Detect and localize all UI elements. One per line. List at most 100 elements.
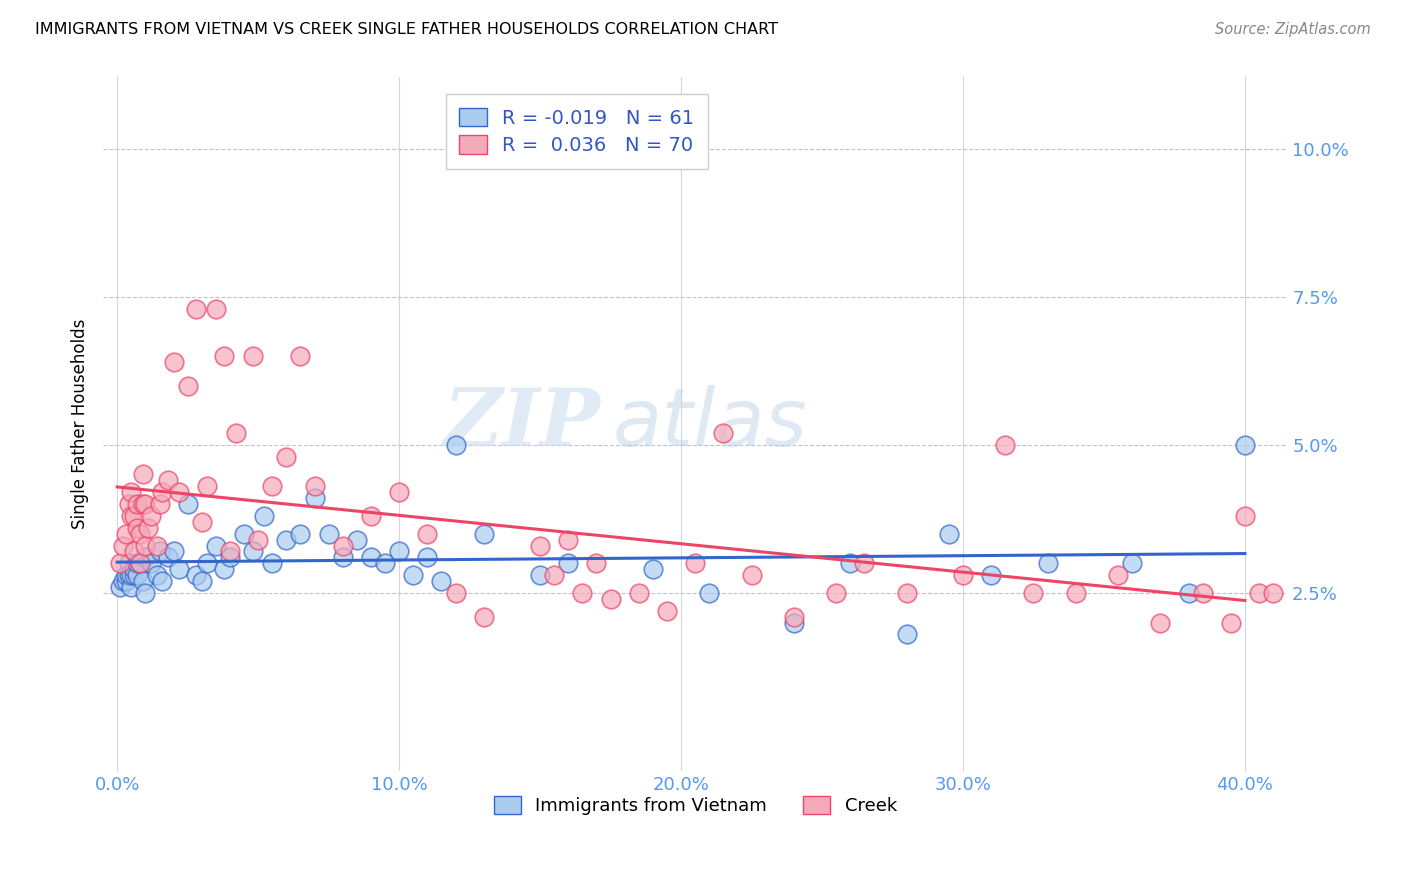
Point [111, 574, 134, 588]
Point [120, 568, 142, 582]
Point [599, 591, 621, 606]
Point [1177, 586, 1199, 600]
Point [122, 568, 145, 582]
Point [1107, 568, 1129, 582]
Point [247, 533, 270, 547]
Point [896, 627, 918, 641]
Point [111, 539, 134, 553]
Point [896, 586, 918, 600]
Text: ZIP: ZIP [443, 385, 600, 463]
Point [416, 526, 439, 541]
Point [332, 539, 354, 553]
Point [117, 568, 139, 582]
Point [186, 301, 208, 316]
Point [543, 568, 565, 582]
Point [783, 609, 806, 624]
Point [120, 580, 142, 594]
Point [162, 544, 184, 558]
Point [262, 479, 284, 493]
Point [167, 562, 190, 576]
Point [191, 515, 214, 529]
Point [1036, 557, 1059, 571]
Point [290, 349, 312, 363]
Point [131, 497, 153, 511]
Point [139, 557, 162, 571]
Point [191, 574, 214, 588]
Point [276, 533, 298, 547]
Point [134, 497, 156, 511]
Point [131, 574, 153, 588]
Point [585, 557, 607, 571]
Point [128, 557, 150, 571]
Point [114, 526, 136, 541]
Point [167, 485, 190, 500]
Point [125, 497, 148, 511]
Point [388, 485, 411, 500]
Point [136, 521, 159, 535]
Point [994, 438, 1017, 452]
Point [444, 438, 467, 452]
Point [1233, 508, 1256, 523]
Point [853, 557, 876, 571]
Point [156, 474, 179, 488]
Point [242, 544, 264, 558]
Point [557, 533, 579, 547]
Point [205, 301, 228, 316]
Point [444, 586, 467, 600]
Point [114, 574, 136, 588]
Point [131, 467, 153, 482]
Text: atlas: atlas [612, 385, 807, 463]
Point [416, 550, 439, 565]
Point [186, 568, 208, 582]
Point [214, 562, 236, 576]
Point [952, 568, 974, 582]
Point [1191, 586, 1213, 600]
Point [125, 557, 148, 571]
Point [360, 550, 382, 565]
Point [205, 539, 228, 553]
Point [741, 568, 763, 582]
Point [150, 574, 173, 588]
Point [122, 562, 145, 576]
Point [214, 349, 236, 363]
Point [122, 508, 145, 523]
Point [571, 586, 593, 600]
Point [117, 497, 139, 511]
Point [839, 557, 862, 571]
Point [1022, 586, 1045, 600]
Point [120, 485, 142, 500]
Point [304, 479, 326, 493]
Point [627, 586, 650, 600]
Point [1064, 586, 1087, 600]
Point [219, 550, 242, 565]
Point [825, 586, 848, 600]
Point [1247, 586, 1270, 600]
Point [276, 450, 298, 464]
Point [1121, 557, 1143, 571]
Point [1233, 438, 1256, 452]
Point [117, 557, 139, 571]
Point [134, 550, 156, 565]
Point [148, 497, 170, 511]
Point [108, 580, 131, 594]
Point [253, 508, 276, 523]
Point [472, 609, 495, 624]
Point [128, 526, 150, 541]
Point [156, 550, 179, 565]
Point [402, 568, 425, 582]
Point [150, 485, 173, 500]
Point [125, 568, 148, 582]
Point [197, 557, 219, 571]
Point [290, 526, 312, 541]
Point [697, 586, 720, 600]
Point [134, 539, 156, 553]
Point [125, 521, 148, 535]
Point [332, 550, 354, 565]
Legend: Immigrants from Vietnam, Creek: Immigrants from Vietnam, Creek [485, 788, 905, 824]
Text: IMMIGRANTS FROM VIETNAM VS CREEK SINGLE FATHER HOUSEHOLDS CORRELATION CHART: IMMIGRANTS FROM VIETNAM VS CREEK SINGLE … [35, 22, 778, 37]
Point [711, 425, 734, 440]
Point [980, 568, 1002, 582]
Point [120, 508, 142, 523]
Point [360, 508, 382, 523]
Point [472, 526, 495, 541]
